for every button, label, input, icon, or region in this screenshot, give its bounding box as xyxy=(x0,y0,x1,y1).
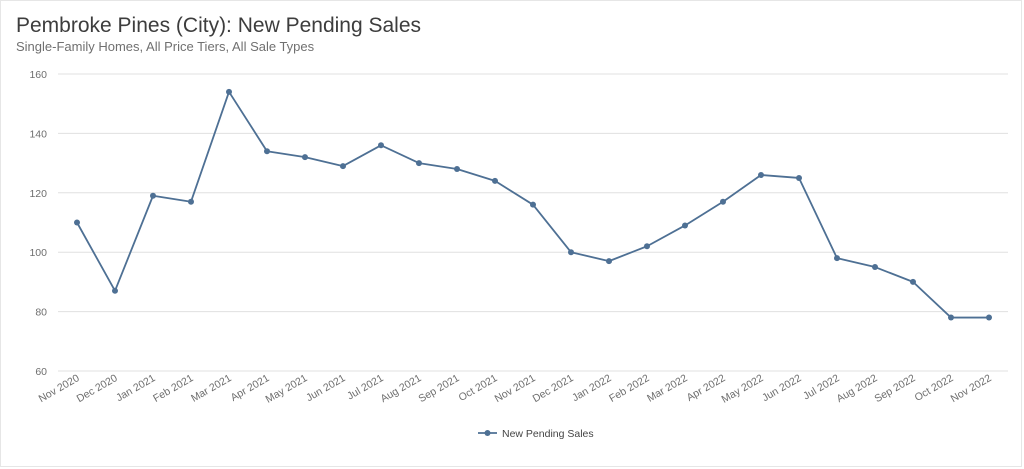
data-point[interactable] xyxy=(340,163,346,170)
data-point[interactable] xyxy=(834,255,840,262)
x-tick-label: Dec 2021 xyxy=(531,372,576,405)
data-point[interactable] xyxy=(226,88,232,95)
x-tick-label: Jun 2022 xyxy=(760,372,804,404)
x-tick-label: Jun 2021 xyxy=(304,372,348,404)
y-tick-label: 100 xyxy=(29,247,47,259)
data-point[interactable] xyxy=(112,287,118,294)
data-point[interactable] xyxy=(948,314,954,321)
data-point[interactable] xyxy=(454,166,460,173)
x-tick-label: Aug 2022 xyxy=(835,372,880,405)
x-tick-label: Jan 2021 xyxy=(114,372,158,404)
y-tick-label: 140 xyxy=(29,128,47,140)
data-point[interactable] xyxy=(872,264,878,271)
x-tick-label: Sep 2022 xyxy=(873,372,918,405)
data-point[interactable] xyxy=(986,314,992,321)
x-tick-label: Feb 2022 xyxy=(607,372,652,405)
y-axis-ticks: 60 80 100 120 140 160 xyxy=(29,69,47,378)
x-tick-label: May 2021 xyxy=(264,372,310,406)
x-tick-label: May 2022 xyxy=(720,372,766,406)
x-tick-label: Dec 2020 xyxy=(75,372,120,405)
data-point[interactable] xyxy=(530,201,536,208)
data-point[interactable] xyxy=(74,219,80,226)
data-point[interactable] xyxy=(682,222,688,229)
x-tick-label: Sep 2021 xyxy=(417,372,462,405)
x-tick-label: Aug 2021 xyxy=(379,372,424,405)
data-point[interactable] xyxy=(378,142,384,149)
data-point[interactable] xyxy=(302,154,308,161)
data-point[interactable] xyxy=(910,278,916,285)
x-tick-label: Feb 2021 xyxy=(151,372,196,405)
x-tick-label: Mar 2021 xyxy=(189,372,234,405)
x-tick-label: Oct 2021 xyxy=(457,372,500,404)
data-point[interactable] xyxy=(796,174,802,181)
series-layer xyxy=(74,88,992,321)
legend-label[interactable]: New Pending Sales xyxy=(502,428,594,440)
chart-title: Pembroke Pines (City): New Pending Sales xyxy=(16,14,422,37)
x-tick-label: Nov 2021 xyxy=(493,372,538,405)
legend: New Pending Sales xyxy=(478,428,594,440)
data-point[interactable] xyxy=(188,198,194,205)
x-tick-label: Jan 2022 xyxy=(570,372,614,404)
x-tick-label: Nov 2022 xyxy=(949,372,994,405)
y-tick-label: 60 xyxy=(35,366,47,378)
x-tick-label: Oct 2022 xyxy=(913,372,956,404)
legend-marker xyxy=(484,430,491,436)
chart-subtitle: Single-Family Homes, All Price Tiers, Al… xyxy=(16,39,315,54)
y-tick-label: 160 xyxy=(29,69,47,81)
data-point[interactable] xyxy=(492,177,498,184)
y-tick-label: 80 xyxy=(35,307,47,319)
data-point[interactable] xyxy=(758,171,764,178)
gridlines xyxy=(58,73,1008,372)
data-point[interactable] xyxy=(644,243,650,250)
data-point[interactable] xyxy=(568,249,574,256)
data-point[interactable] xyxy=(150,192,156,199)
x-tick-label: Mar 2022 xyxy=(645,372,690,405)
data-point[interactable] xyxy=(606,258,612,265)
data-point[interactable] xyxy=(416,160,422,167)
y-tick-label: 120 xyxy=(29,188,47,200)
data-point[interactable] xyxy=(720,198,726,205)
data-point[interactable] xyxy=(264,148,270,155)
